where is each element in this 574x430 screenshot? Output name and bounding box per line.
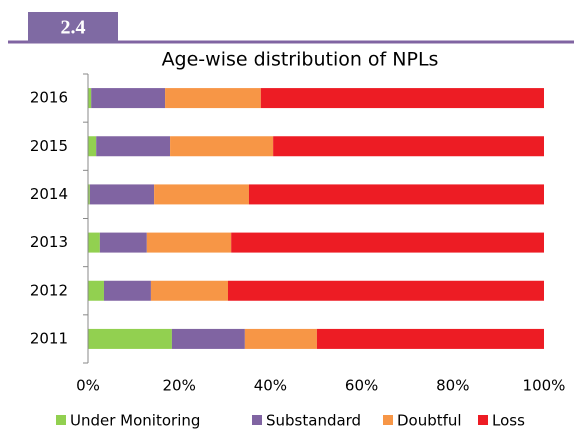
chart-title: Age-wise distribution of NPLs <box>162 49 439 71</box>
x-tick-label: 80% <box>436 377 469 395</box>
bar-segment <box>273 136 544 157</box>
legend-swatch <box>56 415 66 425</box>
bar-segment <box>248 184 544 205</box>
x-tick-label: 40% <box>254 377 287 395</box>
bar-segment <box>170 136 274 157</box>
y-tick-label: 2012 <box>30 281 68 299</box>
x-tick-label: 100% <box>523 377 566 395</box>
y-tick-label: 2011 <box>30 329 68 347</box>
bar-segment <box>154 184 249 205</box>
bar-segment <box>88 88 92 109</box>
bar-segment <box>260 88 544 109</box>
bar-segment <box>88 232 100 253</box>
figure-label: 2.4 <box>61 17 86 39</box>
bar-segment <box>88 184 90 205</box>
bar-segment <box>88 280 104 301</box>
legend-label: Loss <box>492 412 525 430</box>
bar-segment <box>88 136 97 157</box>
bar-segment <box>99 232 147 253</box>
bar-segment <box>316 328 544 349</box>
legend-label: Substandard <box>266 412 361 430</box>
y-tick-label: 2016 <box>30 89 68 107</box>
bar-segment <box>103 280 151 301</box>
y-tick-label: 2014 <box>30 185 68 203</box>
x-tick-label: 0% <box>76 377 100 395</box>
bar-segment <box>165 88 261 109</box>
bar-segment <box>89 184 155 205</box>
y-tick-label: 2013 <box>30 233 68 251</box>
legend-label: Under Monitoring <box>70 412 200 430</box>
legend-swatch <box>252 415 262 425</box>
bar-segment <box>231 232 544 253</box>
x-tick-label: 60% <box>345 377 378 395</box>
figure-label-box <box>28 12 118 43</box>
bar-segment <box>88 328 172 349</box>
bar-segment <box>150 280 228 301</box>
y-tick-label: 2015 <box>30 137 68 155</box>
bar-segment <box>146 232 232 253</box>
bar-segment <box>96 136 171 157</box>
x-tick-label: 20% <box>163 377 196 395</box>
bar-segment <box>227 280 544 301</box>
legend-swatch <box>383 415 393 425</box>
bar-segment <box>244 328 317 349</box>
legend-label: Doubtful <box>397 412 462 430</box>
bar-segment <box>171 328 245 349</box>
bar-segment <box>91 88 166 109</box>
legend-swatch <box>478 415 488 425</box>
